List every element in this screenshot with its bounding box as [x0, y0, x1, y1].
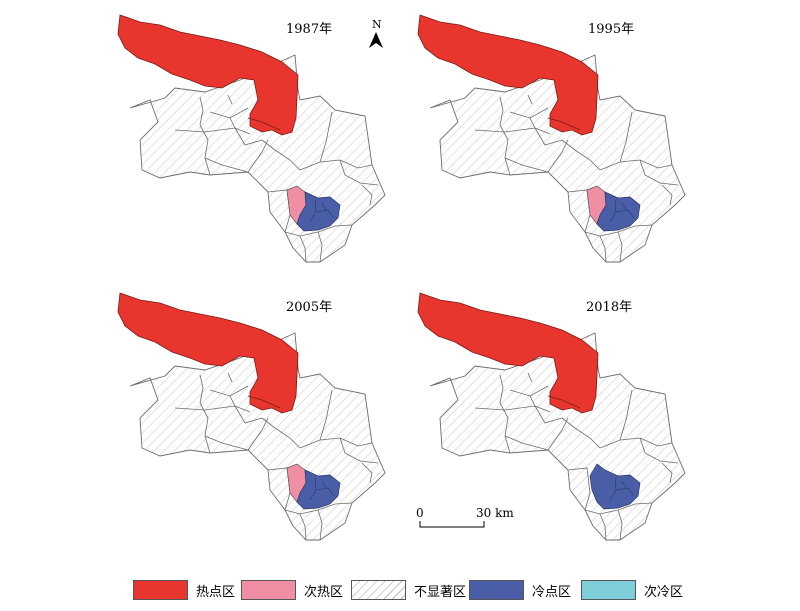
- map-panel-1995: 1995年: [417, 14, 686, 263]
- legend-label: 热点区: [196, 584, 236, 600]
- legend-label: 次冷区: [644, 584, 684, 600]
- map-year-label: 2018年: [586, 300, 632, 315]
- scale-start-label: 0: [416, 506, 424, 520]
- legend-item-cold: 冷点区: [469, 578, 571, 602]
- map-legend: 热点区 次热区 不显著区 冷点区 次冷区: [133, 578, 693, 602]
- legend-swatch: [469, 580, 524, 600]
- north-label: N: [372, 18, 382, 31]
- north-arrow: N: [369, 18, 383, 48]
- map-year-label: 2005年: [286, 300, 332, 315]
- legend-item-not-significant: 不显著区: [351, 578, 466, 602]
- map-year-label: 1987年: [286, 22, 332, 37]
- map-year-label: 1995年: [588, 22, 634, 37]
- legend-item-subhot: 次热区: [241, 578, 343, 602]
- north-arrow-icon: [369, 32, 383, 48]
- legend-label: 不显著区: [414, 584, 467, 600]
- legend-swatch: [133, 580, 188, 600]
- legend-swatch: [581, 580, 636, 600]
- legend-item-hot: 热点区: [133, 578, 235, 602]
- legend-item-subcold: 次冷区: [581, 578, 683, 602]
- legend-label: 冷点区: [532, 584, 572, 600]
- scale-bar: 0 30 km: [416, 506, 514, 528]
- legend-swatch: [351, 580, 406, 600]
- legend-label: 次热区: [304, 584, 344, 600]
- map-panel-2005: 2005年: [117, 292, 386, 541]
- scale-end-label: 30 km: [476, 506, 514, 520]
- legend-swatch: [241, 580, 296, 600]
- map-panel-2018: 2018年: [417, 292, 686, 541]
- map-panel-1987: 1987年: [117, 14, 386, 263]
